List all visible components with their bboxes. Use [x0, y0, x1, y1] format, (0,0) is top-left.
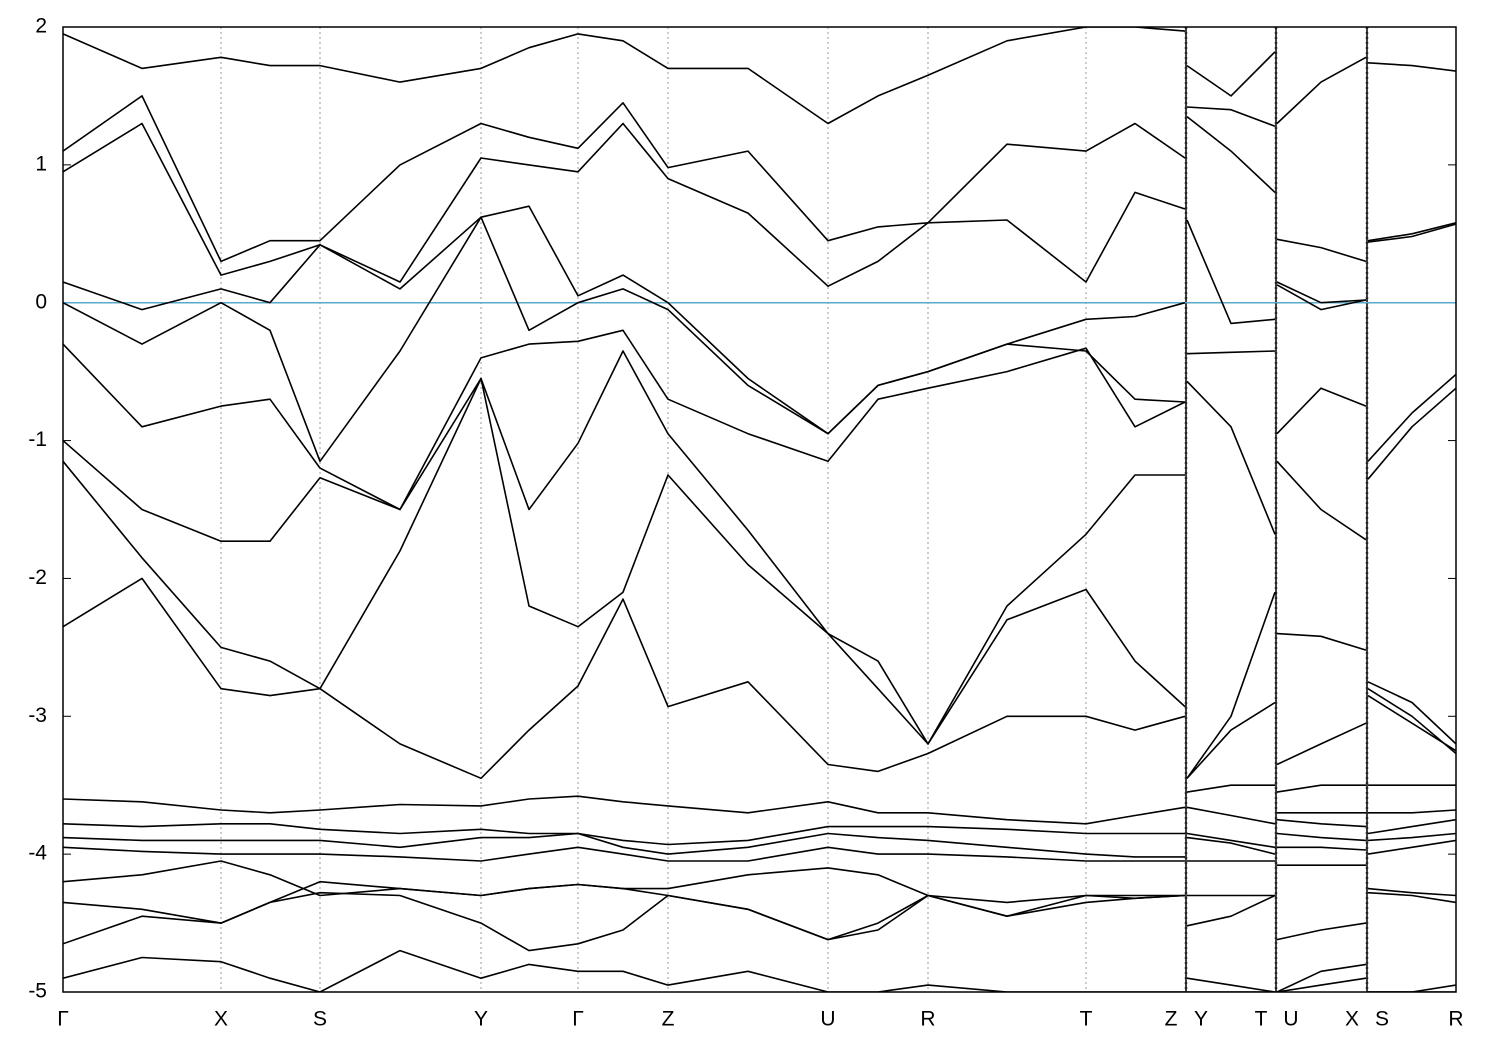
- band-line: [63, 949, 1456, 992]
- band-line: [63, 377, 1456, 779]
- x-tick-label: T: [1255, 1008, 1268, 1031]
- y-tick-label: -5: [28, 980, 47, 1003]
- plot-frame: [62, 26, 1457, 993]
- y-tick-label: -3: [28, 704, 47, 727]
- x-tick-label: R: [1448, 1008, 1463, 1031]
- x-tick-label: Z: [1165, 1008, 1178, 1031]
- band-line: [63, 880, 1456, 941]
- band-line: [63, 216, 1456, 480]
- x-tick-label: R: [920, 1008, 935, 1031]
- x-tick-label: Y: [1194, 1008, 1208, 1031]
- band-line: [63, 795, 1456, 825]
- band-line: [63, 860, 1456, 904]
- band-line: [63, 818, 1456, 849]
- x-tick-label: X: [1345, 1008, 1359, 1031]
- band-line: [63, 350, 1456, 779]
- band-line: [63, 95, 1456, 263]
- x-tick-label: U: [820, 1008, 835, 1031]
- x-tick-label: S: [1375, 1008, 1389, 1031]
- y-tick-label: 1: [35, 152, 47, 175]
- band-line: [63, 205, 1456, 462]
- x-tick-label: T: [1080, 1008, 1093, 1031]
- band-line: [63, 577, 1456, 793]
- x-tick-label: U: [1283, 1008, 1298, 1031]
- grid-layer: [62, 26, 1457, 993]
- y-tick-label: 2: [35, 15, 47, 38]
- x-tick-label: S: [313, 1008, 327, 1031]
- band-line: [63, 329, 1456, 745]
- x-tick-label: Γ: [57, 1008, 69, 1031]
- x-tick-label: Y: [474, 1008, 488, 1031]
- band-line: [63, 839, 1456, 862]
- y-tick-label: -2: [28, 566, 47, 589]
- y-tick-label: -1: [28, 428, 47, 451]
- x-tick-label: Γ: [572, 1008, 584, 1031]
- band-line: [63, 115, 1456, 304]
- x-tick-label: X: [214, 1008, 228, 1031]
- y-tick-label: 0: [35, 290, 47, 313]
- band-line: [63, 891, 1456, 992]
- x-tick-label: Z: [662, 1008, 675, 1031]
- band-line: [63, 27, 1456, 125]
- lines-layer: [63, 27, 1456, 992]
- y-tick-label: -4: [28, 842, 47, 865]
- band-line: [63, 832, 1456, 858]
- labels-layer: 210-1-2-3-4-5Γ X S Y Γ Z U R T Z Y T U X S R: [28, 15, 1463, 1031]
